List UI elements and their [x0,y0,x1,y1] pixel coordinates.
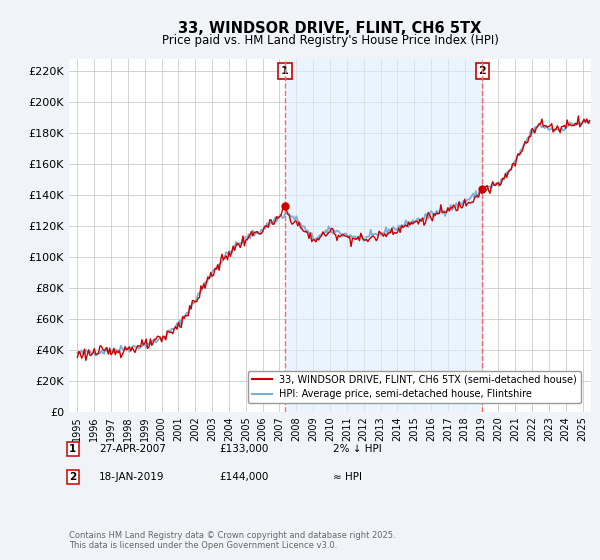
Legend: 33, WINDSOR DRIVE, FLINT, CH6 5TX (semi-detached house), HPI: Average price, sem: 33, WINDSOR DRIVE, FLINT, CH6 5TX (semi-… [248,371,581,403]
Text: 18-JAN-2019: 18-JAN-2019 [99,472,164,482]
Text: 2% ↓ HPI: 2% ↓ HPI [333,444,382,454]
Text: £133,000: £133,000 [219,444,268,454]
Text: 1: 1 [281,66,289,76]
Text: Contains HM Land Registry data © Crown copyright and database right 2025.
This d: Contains HM Land Registry data © Crown c… [69,531,395,550]
Bar [285,59,482,412]
Text: 2: 2 [479,66,486,76]
Text: 33, WINDSOR DRIVE, FLINT, CH6 5TX: 33, WINDSOR DRIVE, FLINT, CH6 5TX [178,21,482,36]
Text: Price paid vs. HM Land Registry's House Price Index (HPI): Price paid vs. HM Land Registry's House … [161,34,499,46]
Text: 1: 1 [69,444,76,454]
Text: 27-APR-2007: 27-APR-2007 [99,444,166,454]
Text: £144,000: £144,000 [219,472,268,482]
Text: 2: 2 [69,472,76,482]
Text: ≈ HPI: ≈ HPI [333,472,362,482]
